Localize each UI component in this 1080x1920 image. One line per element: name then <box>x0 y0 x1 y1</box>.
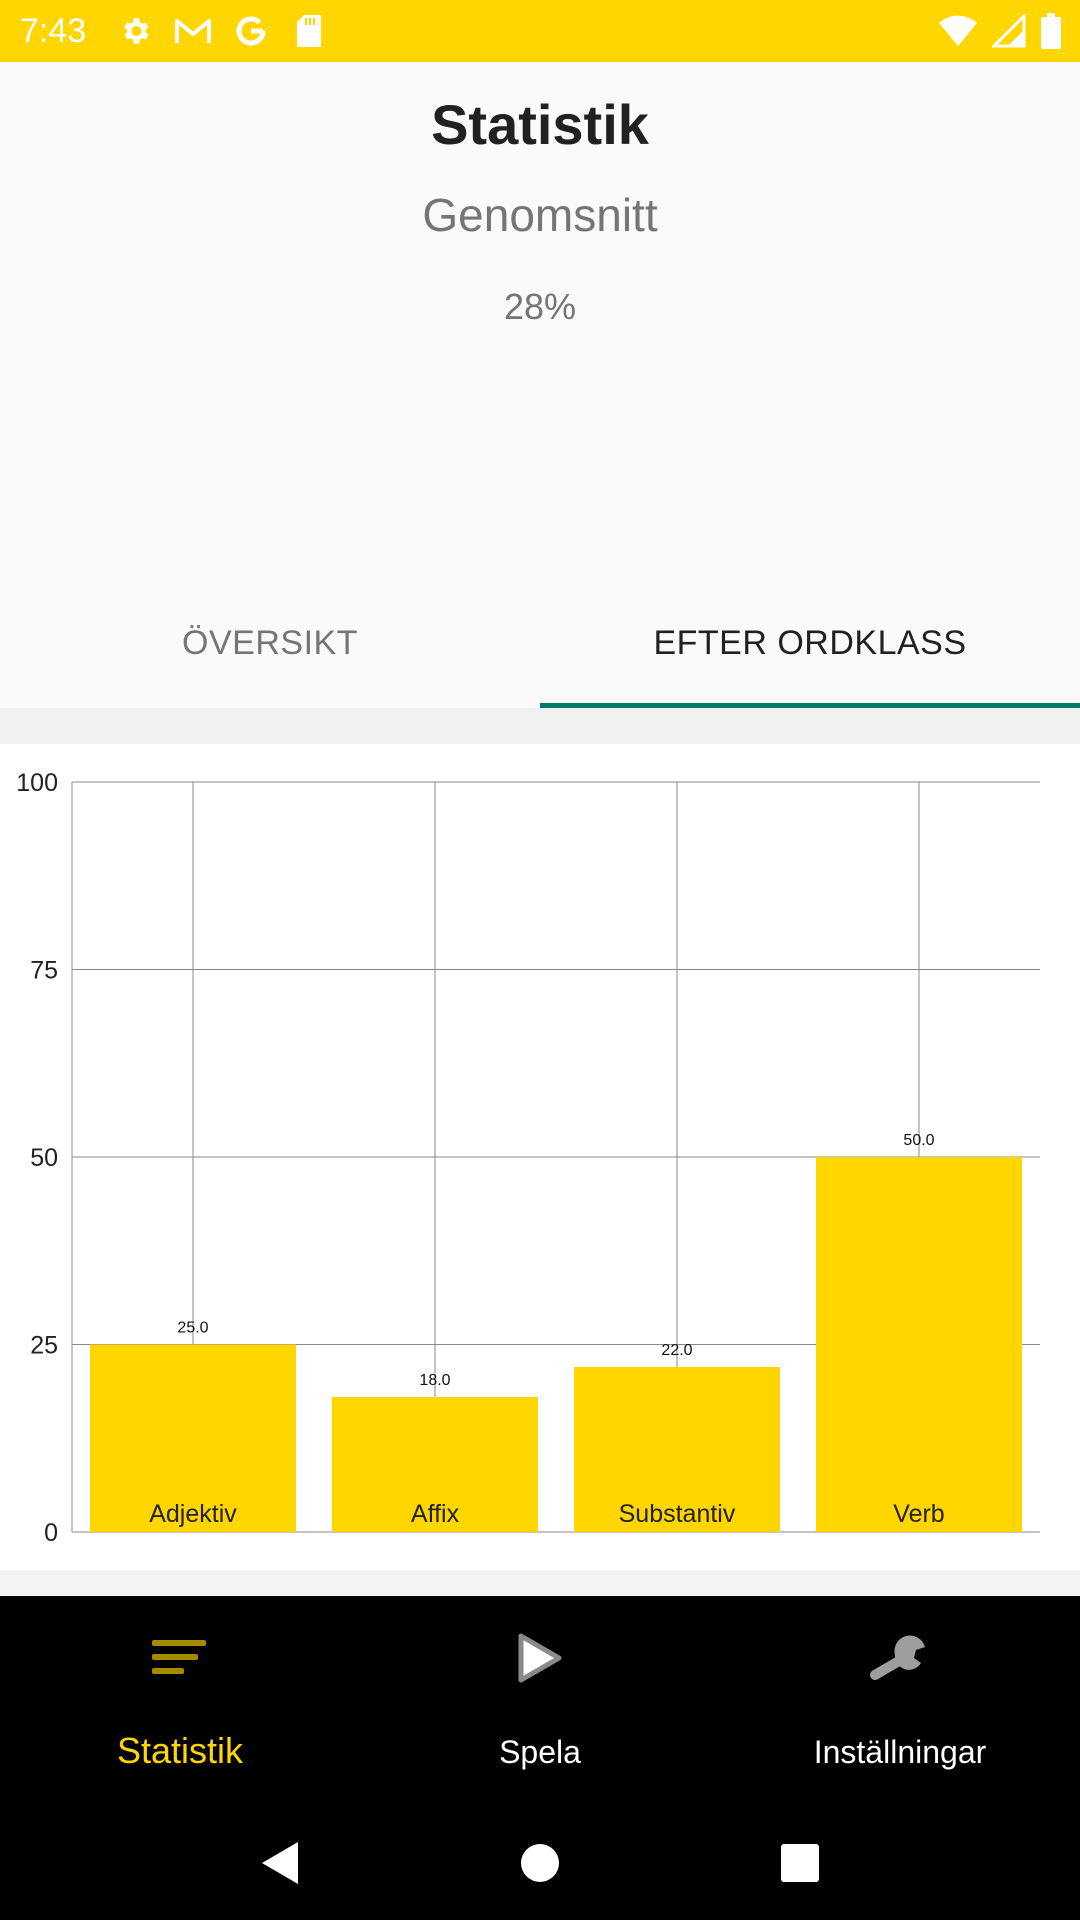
tab-indicator <box>540 703 1080 708</box>
bottom-navigation: Statistik Spela Inställningar <box>0 1596 1080 1806</box>
tab-bar: ÖVERSIKT EFTER ORDKLASS <box>0 600 1080 708</box>
page-title: Statistik <box>431 93 649 156</box>
bar-adjektiv <box>90 1344 296 1532</box>
average-value: 28% <box>503 286 577 327</box>
recents-icon[interactable] <box>760 1823 840 1903</box>
tab-overview[interactable]: ÖVERSIKT <box>0 600 540 708</box>
bar-value-label: 50.0 <box>903 1132 934 1149</box>
nav-spela-label: Spela <box>499 1734 581 1770</box>
y-tick-label: 0 <box>44 1519 58 1547</box>
tab-by-word-class-label: EFTER ORDKLASS <box>653 624 967 662</box>
nav-spela[interactable]: Spela <box>360 1596 720 1806</box>
status-bar: 7:43 <box>0 0 1080 62</box>
average-label: Genomsnitt <box>422 189 658 241</box>
bar-affix <box>332 1397 538 1532</box>
tab-by-word-class[interactable]: EFTER ORDKLASS <box>540 600 1080 708</box>
stats-icon <box>0 1626 360 1690</box>
bar-value-label: 22.0 <box>661 1342 692 1359</box>
tabs-divider <box>0 708 1080 744</box>
settings-icon <box>112 11 158 51</box>
chart-footer-divider <box>0 1570 1080 1596</box>
bar-value-label: 25.0 <box>177 1320 208 1337</box>
system-navigation <box>0 1806 1080 1920</box>
nav-installningar[interactable]: Inställningar <box>720 1596 1080 1806</box>
nav-statistik-label: Statistik <box>116 1730 244 1771</box>
category-label: Adjektiv <box>149 1500 237 1528</box>
status-time: 7:43 <box>20 11 87 50</box>
y-tick-label: 25 <box>30 1332 58 1360</box>
y-tick-label: 75 <box>30 957 58 985</box>
y-tick-label: 50 <box>30 1144 58 1172</box>
category-label: Substantiv <box>619 1500 736 1528</box>
signal-icon <box>992 14 1026 48</box>
category-label: Verb <box>893 1500 944 1528</box>
wrench-icon <box>720 1626 1080 1690</box>
wifi-icon <box>938 14 978 48</box>
bar-chart: 0 25 50 75 100 25.0 Adjektiv 18.0 Affix 22.0 Subst… <box>16 769 1040 1547</box>
bar-substantiv <box>574 1367 780 1532</box>
sd-card-icon <box>286 11 332 51</box>
nav-statistik[interactable]: Statistik <box>0 1596 360 1806</box>
play-icon <box>360 1626 720 1690</box>
gmail-icon <box>170 11 216 51</box>
category-label: Affix <box>411 1500 460 1528</box>
google-icon <box>228 11 274 51</box>
bar-value-label: 18.0 <box>419 1372 450 1389</box>
tab-overview-label: ÖVERSIKT <box>182 624 358 662</box>
bar-verb <box>816 1157 1022 1532</box>
nav-installningar-label: Inställningar <box>813 1734 987 1770</box>
back-icon[interactable] <box>240 1823 320 1903</box>
home-icon[interactable] <box>500 1823 580 1903</box>
y-tick-label: 100 <box>16 769 58 797</box>
battery-icon <box>1040 13 1062 49</box>
